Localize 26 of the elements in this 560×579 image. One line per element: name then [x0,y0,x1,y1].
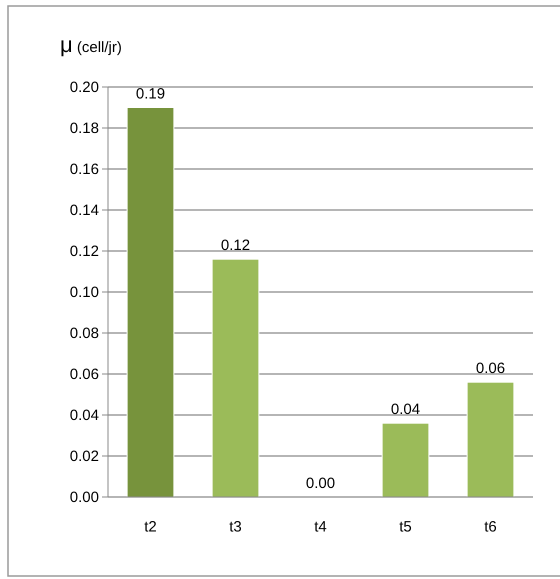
y-tick-label: 0.06 [70,366,99,383]
y-tick-label: 0.08 [70,324,99,342]
bar [466,382,514,498]
x-tick-label: t5 [399,518,412,536]
y-tick-label: 0.12 [70,242,99,260]
bar [382,422,430,498]
y-tick-label: 0.02 [70,448,99,465]
bar [126,107,174,498]
y-tick-label: 0.14 [70,202,99,219]
data-label: 0.04 [390,401,420,418]
y-tick-label: 0.20 [70,78,99,96]
y-tick-label: 0.16 [70,160,99,178]
x-tick-label: t2 [144,518,157,536]
y-tick-label: 0.10 [70,284,99,301]
bar [212,258,260,498]
x-tick-label: t3 [229,518,242,536]
x-tick-label: t6 [484,518,497,536]
y-tick-label: 0.00 [70,488,99,506]
data-label: 0.12 [220,237,250,254]
y-axis-title: μ (cell/jr) [60,32,122,57]
data-label: 0.00 [306,475,336,492]
data-label: 0.19 [136,86,166,102]
x-tick-label: t4 [314,518,327,536]
y-tick-label: 0.18 [70,120,99,137]
data-label: 0.06 [476,360,506,378]
y-tick-label: 0.04 [70,406,99,424]
